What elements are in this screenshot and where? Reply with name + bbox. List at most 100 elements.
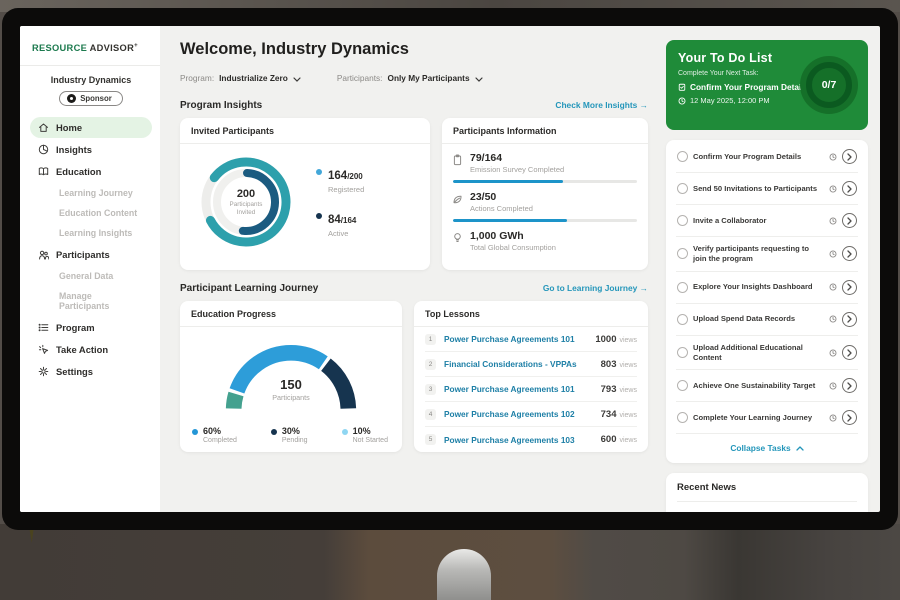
gauge-segment-completed [225, 345, 357, 411]
legend-not-started: 10% Not Started [341, 426, 388, 444]
task-row[interactable]: Complete Your Learning Journey [676, 402, 858, 435]
task-row[interactable]: Send 50 Invitations to Participants [676, 173, 858, 205]
learning-journey-heading: Participant Learning Journey [180, 283, 319, 294]
clock-icon [829, 217, 837, 224]
todo-title: Your To Do List [678, 51, 773, 65]
go-to-learning-journey-link[interactable]: Go to Learning Journey → [542, 283, 648, 293]
sponsor-badge[interactable]: Sponsor [59, 91, 123, 106]
emission-survey-progress-bar [453, 180, 637, 183]
next-task-datetime: 12 May 2025, 12:00 PM [678, 96, 856, 105]
collapse-tasks-link[interactable]: Collapse Tasks [676, 434, 858, 463]
list-icon [38, 323, 49, 332]
task-checkbox[interactable] [677, 412, 688, 424]
clock-icon [829, 185, 837, 192]
lesson-link[interactable]: Power Purchase Agreements 102 [444, 409, 575, 419]
legend-dot [270, 428, 277, 435]
sidebar-item-education-content[interactable]: Education Content [59, 208, 138, 218]
card-title: Invited Participants [180, 118, 430, 144]
lesson-link[interactable]: Power Purchase Agreements 103 [444, 434, 575, 445]
task-row[interactable]: Upload Spend Data Records [676, 304, 858, 336]
lightbulb-icon [454, 233, 461, 242]
task-checkbox[interactable] [677, 183, 688, 194]
sponsor-label: Sponsor [80, 94, 112, 103]
sponsor-icon [67, 94, 77, 103]
sidebar-item-program[interactable]: Program [30, 317, 152, 338]
task-checkbox[interactable] [677, 151, 688, 162]
task-row[interactable]: Invite a Collaborator [676, 205, 858, 237]
sidebar-item-learning-insights[interactable]: Learning Insights [59, 228, 133, 238]
task-open-button[interactable] [842, 181, 857, 196]
gauge-segment-pending [225, 345, 357, 411]
task-open-button[interactable] [842, 410, 857, 426]
clock-icon [829, 153, 837, 160]
arrow-right-icon: → [639, 283, 648, 293]
logo-plus: + [134, 42, 138, 49]
sidebar-item-manage-participants[interactable]: Manage Participants [59, 291, 110, 311]
lesson-row: 3 Power Purchase Agreements 101 793 views [425, 377, 637, 402]
task-row[interactable]: Upload Additional Educational Content [676, 336, 858, 371]
program-filter[interactable]: Program: Industrialize Zero [180, 69, 301, 87]
lesson-row: 5 Power Purchase Agreements 103 600 views [425, 427, 637, 452]
clock-icon [678, 97, 686, 104]
task-open-button[interactable] [842, 345, 857, 361]
task-open-button[interactable] [842, 311, 857, 327]
task-row[interactable]: Achieve One Sustainability Target [676, 370, 858, 403]
take-action-icon [38, 344, 49, 354]
task-open-button[interactable] [842, 246, 857, 262]
task-checkbox[interactable] [677, 380, 688, 392]
sidebar-item-learning-journey[interactable]: Learning Journey [59, 188, 133, 198]
lesson-rank: 1 [425, 333, 436, 345]
lesson-link[interactable]: Power Purchase Agreements 101 [444, 334, 575, 344]
survey-icon [453, 154, 462, 166]
app-logo: RESOURCE ADVISOR+ [20, 38, 160, 66]
donut-legend: 164/200 Registered 84/164 Active [316, 166, 364, 238]
donut-center-value: 200 [236, 188, 256, 200]
lesson-link[interactable]: Financial Considerations - VPPAs [444, 359, 577, 369]
monitor-stand [437, 549, 491, 600]
task-checkbox[interactable] [677, 347, 688, 359]
sidebar-item-home[interactable]: Home [30, 117, 152, 138]
task-open-button[interactable] [842, 213, 857, 228]
lesson-row: 2 Financial Considerations - VPPAs 803 vi… [425, 352, 637, 377]
participants-filter[interactable]: Participants: Only My Participants [337, 69, 483, 87]
clock-icon [829, 250, 837, 258]
clock-icon [829, 283, 837, 291]
legend-pending: 30% Pending [270, 426, 308, 444]
task-row[interactable]: Confirm Your Program Details [676, 141, 858, 173]
task-checkbox[interactable] [677, 313, 688, 325]
lesson-row: 4 Power Purchase Agreements 102 734 views [425, 402, 637, 427]
background-detail [29, 526, 34, 543]
legend-registered: 164/200 Registered [316, 166, 364, 194]
task-row[interactable]: Explore Your Insights Dashboard [676, 272, 858, 304]
todo-tasks-card: Confirm Your Program Details Send 50 Inv… [666, 140, 868, 464]
recent-news-heading: Recent News [677, 482, 857, 503]
lesson-link[interactable]: Power Purchase Agreements 101 [444, 384, 575, 394]
check-more-insights-link[interactable]: Check More Insights → [555, 100, 648, 110]
sidebar-item-participants[interactable]: Participants [30, 244, 152, 265]
logo-advisor: ADVISOR [89, 43, 135, 53]
todo-progress-value: 0/7 [821, 79, 837, 91]
sidebar-item-insights[interactable]: Insights [30, 139, 152, 160]
legend-dot [316, 213, 322, 219]
task-row[interactable]: Verify participants requesting to join t… [676, 237, 858, 272]
task-checkbox[interactable] [677, 248, 688, 260]
lesson-rank: 5 [425, 434, 436, 445]
sidebar-item-general-data[interactable]: General Data [59, 271, 114, 281]
task-checkbox[interactable] [677, 215, 688, 226]
invited-participants-donut: 200 Participants Invited [194, 150, 298, 254]
sidebar-item-take-action[interactable]: Take Action [30, 339, 152, 360]
task-open-button[interactable] [842, 378, 857, 394]
chevron-up-icon [796, 446, 804, 451]
legend-dot [316, 169, 322, 175]
task-checkbox[interactable] [677, 281, 688, 293]
legend-dot [341, 428, 348, 435]
clipboard-check-icon [678, 83, 686, 91]
lesson-rank: 3 [425, 383, 436, 395]
insights-icon [38, 144, 49, 155]
task-open-button[interactable] [842, 149, 857, 164]
task-open-button[interactable] [842, 279, 857, 295]
sidebar-item-education[interactable]: Education [30, 161, 152, 182]
todo-panel: Your To Do List Complete Your Next Task:… [664, 26, 880, 512]
program-insights-heading: Program Insights [180, 100, 263, 111]
sidebar-item-settings[interactable]: Settings [30, 361, 152, 382]
